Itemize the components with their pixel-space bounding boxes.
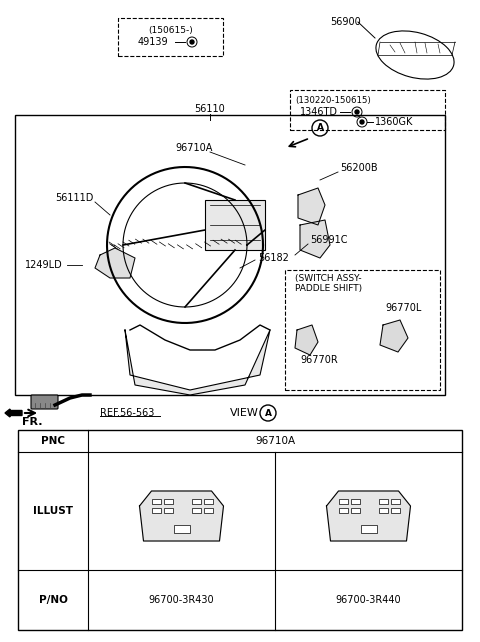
Bar bbox=[391, 508, 399, 513]
Text: (SWITCH ASSY-: (SWITCH ASSY- bbox=[295, 273, 361, 282]
Text: 96710A: 96710A bbox=[255, 436, 295, 446]
Bar bbox=[350, 508, 360, 513]
Polygon shape bbox=[326, 491, 410, 541]
Bar bbox=[118, 18, 223, 56]
Text: 56110: 56110 bbox=[194, 104, 226, 114]
Polygon shape bbox=[380, 320, 408, 352]
Bar bbox=[205, 200, 265, 250]
Text: 56900: 56900 bbox=[330, 17, 361, 27]
Text: 56111D: 56111D bbox=[55, 193, 94, 203]
Text: 96770L: 96770L bbox=[385, 303, 421, 313]
Text: 49139: 49139 bbox=[138, 37, 168, 47]
Bar bbox=[290, 90, 445, 130]
Polygon shape bbox=[298, 188, 325, 225]
Bar bbox=[192, 499, 201, 504]
Polygon shape bbox=[295, 325, 318, 355]
Bar bbox=[285, 270, 440, 390]
Text: VIEW: VIEW bbox=[230, 408, 259, 418]
Bar bbox=[192, 508, 201, 513]
Circle shape bbox=[360, 120, 364, 124]
Bar bbox=[15, 115, 445, 395]
Bar bbox=[173, 525, 190, 533]
Text: FR.: FR. bbox=[22, 417, 43, 427]
FancyBboxPatch shape bbox=[31, 395, 58, 409]
Bar bbox=[152, 508, 160, 513]
Text: 96770R: 96770R bbox=[300, 355, 338, 365]
Polygon shape bbox=[125, 330, 270, 395]
Text: PNC: PNC bbox=[41, 436, 65, 446]
Bar bbox=[164, 499, 172, 504]
Polygon shape bbox=[140, 491, 224, 541]
Bar bbox=[338, 508, 348, 513]
Text: REF.56-563: REF.56-563 bbox=[100, 408, 155, 418]
Text: 56991C: 56991C bbox=[310, 235, 348, 245]
FancyArrow shape bbox=[5, 409, 22, 417]
Bar bbox=[204, 508, 213, 513]
Bar bbox=[350, 499, 360, 504]
Text: 1249LD: 1249LD bbox=[25, 260, 63, 270]
Polygon shape bbox=[300, 220, 330, 258]
Bar bbox=[391, 499, 399, 504]
Text: ILLUST: ILLUST bbox=[33, 506, 73, 516]
Text: (130220-150615): (130220-150615) bbox=[295, 96, 371, 105]
Text: 96710A: 96710A bbox=[175, 143, 212, 153]
Text: 56200B: 56200B bbox=[340, 163, 378, 173]
Circle shape bbox=[190, 40, 194, 44]
Bar bbox=[204, 499, 213, 504]
Text: 96700-3R430: 96700-3R430 bbox=[149, 595, 214, 605]
Bar bbox=[338, 499, 348, 504]
Bar bbox=[152, 499, 160, 504]
Bar bbox=[379, 499, 387, 504]
Text: A: A bbox=[316, 123, 324, 132]
Text: 56182: 56182 bbox=[258, 253, 289, 263]
Text: 1360GK: 1360GK bbox=[375, 117, 413, 127]
Bar bbox=[164, 508, 172, 513]
Text: PADDLE SHIFT): PADDLE SHIFT) bbox=[295, 284, 362, 293]
Text: 1346TD: 1346TD bbox=[300, 107, 338, 117]
Polygon shape bbox=[95, 248, 135, 278]
Circle shape bbox=[355, 110, 359, 114]
Bar bbox=[360, 525, 376, 533]
Text: A: A bbox=[264, 408, 272, 417]
Bar bbox=[379, 508, 387, 513]
Text: (150615-): (150615-) bbox=[148, 26, 193, 35]
Text: 96700-3R440: 96700-3R440 bbox=[336, 595, 401, 605]
Text: P/NO: P/NO bbox=[38, 595, 67, 605]
Bar bbox=[18, 430, 462, 630]
